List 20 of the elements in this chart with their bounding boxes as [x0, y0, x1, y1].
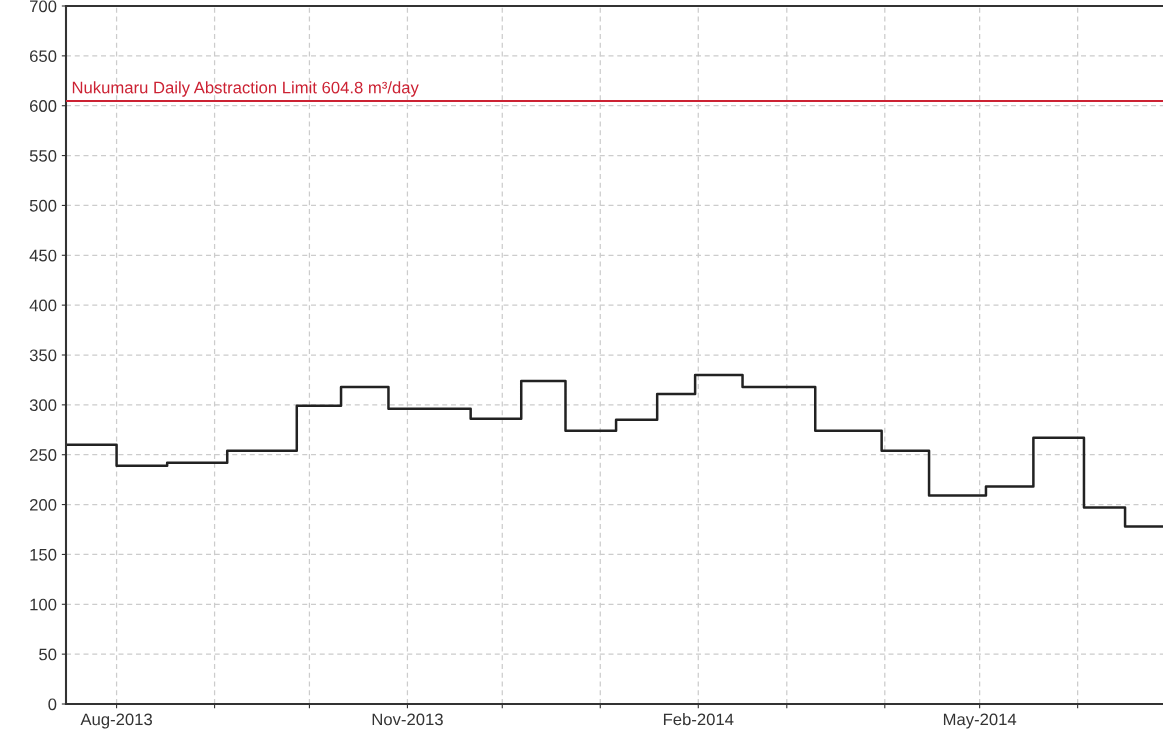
y-tick-label: 550 [29, 149, 57, 162]
y-tick-label: 350 [29, 349, 57, 362]
y-tick-label: 500 [29, 199, 57, 212]
y-tick-label: 700 [30, 0, 57, 13]
y-tick-label: 150 [30, 548, 57, 561]
x-tick-label: May-2014 [943, 713, 1017, 729]
ref-line-label: Nukumaru Daily Abstraction Limit 604.8 m³/day [72, 81, 419, 97]
y-tick-label: 400 [29, 299, 57, 312]
y-tick-label: 100 [30, 598, 57, 611]
x-tick-label: Nov-2013 [372, 713, 443, 726]
y-tick-label: 50 [39, 648, 57, 661]
x-tick-label: Aug-2013 [80, 713, 152, 729]
y-tick-label: 600 [30, 100, 57, 112]
y-tick-label: 450 [29, 249, 57, 262]
y-tick-label: 250 [30, 449, 57, 461]
y-tick-label: 300 [29, 399, 57, 412]
y-tick-label: 650 [30, 50, 57, 63]
y-tick-label: 0 [48, 698, 57, 711]
x-tick-label: Feb-2014 [663, 713, 734, 726]
y-tick-label: 200 [30, 498, 57, 511]
